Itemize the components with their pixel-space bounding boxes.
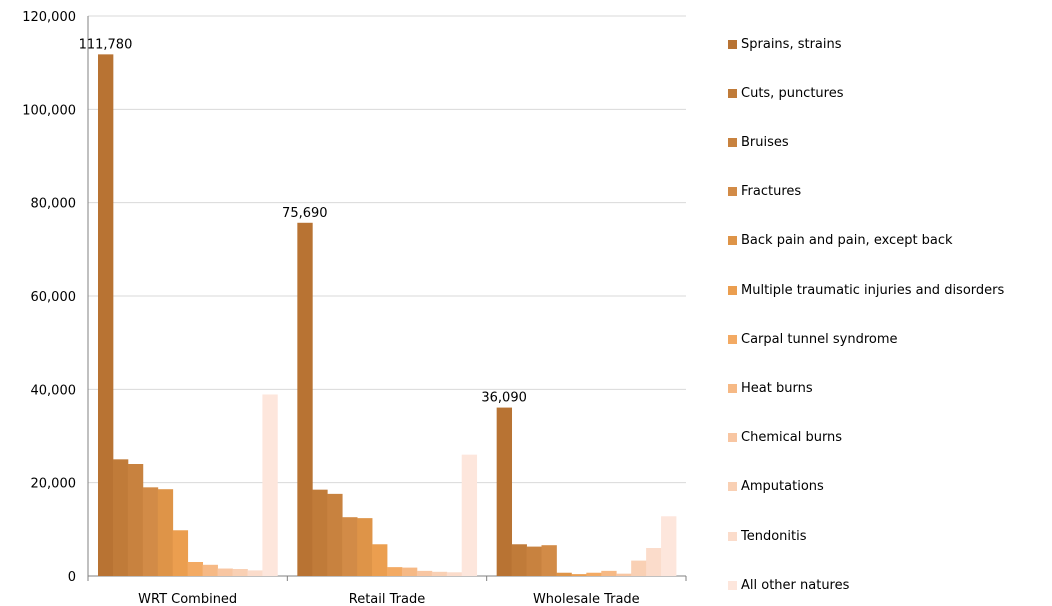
legend-label: Heat burns	[741, 380, 813, 396]
legend-swatch	[728, 531, 737, 541]
chart-legend: Sprains, strains Cuts, punctures Bruises Fr…	[728, 0, 1052, 606]
bar	[247, 570, 263, 576]
bar	[142, 487, 159, 576]
bar	[431, 571, 448, 576]
bar	[556, 572, 572, 576]
bar	[202, 564, 218, 576]
legend-swatch	[728, 236, 737, 246]
data-label: 75,690	[282, 206, 328, 221]
bar	[372, 544, 388, 576]
bar	[112, 459, 129, 576]
legend-swatch	[728, 383, 737, 393]
legend-label: Fractures	[741, 184, 802, 200]
legend-swatch	[728, 482, 737, 492]
bar	[297, 222, 313, 576]
y-tick-label: 60,000	[31, 290, 77, 305]
bar	[342, 517, 358, 576]
data-label: 36,090	[481, 391, 527, 406]
bar	[446, 572, 463, 576]
legend-item: Chemical burns	[728, 428, 842, 448]
bar	[127, 464, 144, 576]
legend-item: Fractures	[728, 182, 801, 202]
bar	[387, 567, 403, 576]
bar	[172, 530, 189, 576]
bar-chart: 0 20,000 40,000 60,000 80,000 100,000 120,000 W…	[22, 10, 687, 606]
bar	[461, 454, 478, 576]
y-tick-label: 0	[68, 570, 76, 585]
legend-swatch	[728, 187, 737, 197]
legend-label: Tendonitis	[741, 528, 807, 544]
legend-item: Heat burns	[728, 378, 813, 398]
legend-label: Multiple traumatic injuries and disorder…	[741, 282, 1005, 298]
legend-swatch	[728, 433, 737, 443]
bar	[496, 407, 513, 576]
bar	[157, 489, 174, 576]
legend-swatch	[728, 137, 737, 147]
legend-swatch	[728, 580, 737, 590]
legend-label: Sprains, strains	[741, 36, 842, 52]
bar	[401, 567, 418, 576]
x-tick-label: WRT Combined	[138, 592, 237, 606]
bar	[526, 546, 542, 576]
bar	[327, 493, 343, 576]
legend-item: Bruises	[728, 132, 789, 152]
y-tick-label: 120,000	[22, 10, 76, 25]
legend-item: Multiple traumatic injuries and disorder…	[728, 280, 1004, 300]
y-tick-label: 40,000	[31, 383, 77, 398]
legend-label: Carpal tunnel syndrome	[741, 331, 898, 347]
x-tick-label: Retail Trade	[349, 592, 425, 606]
bar	[187, 562, 204, 576]
bar	[357, 518, 373, 576]
bar	[586, 572, 602, 576]
legend-item: Back pain and pain, except back	[728, 231, 953, 251]
legend-item: Cuts, punctures	[728, 83, 844, 103]
legend-label: Cuts, punctures	[741, 85, 844, 101]
legend-item: Sprains, strains	[728, 34, 842, 54]
bar	[217, 568, 233, 576]
legend-swatch	[728, 39, 737, 49]
bar	[616, 573, 632, 576]
legend-label: Bruises	[741, 134, 789, 150]
legend-swatch	[728, 334, 737, 344]
y-tick-label: 100,000	[22, 103, 76, 118]
bar	[98, 54, 114, 577]
legend-item: Amputations	[728, 477, 824, 497]
legend-swatch	[728, 285, 737, 295]
legend-swatch	[728, 88, 737, 98]
bar	[312, 489, 328, 576]
bar	[416, 570, 433, 576]
data-label: 111,780	[79, 37, 133, 52]
legend-label: Chemical burns	[741, 430, 843, 446]
bar	[262, 394, 278, 576]
bar	[511, 544, 527, 576]
x-tick-label: Wholesale Trade	[533, 592, 640, 606]
bar	[541, 545, 557, 576]
bar	[631, 560, 647, 576]
y-tick-label: 20,000	[31, 477, 77, 492]
legend-label: Amputations	[741, 479, 824, 495]
y-tick-label: 80,000	[31, 197, 77, 212]
bar	[646, 548, 662, 576]
bar	[232, 569, 248, 576]
legend-item: All other natures	[728, 575, 849, 595]
bar	[601, 570, 617, 576]
legend-item: Tendonitis	[728, 526, 807, 546]
bar	[571, 574, 587, 576]
bar	[661, 516, 677, 576]
legend-label: Back pain and pain, except back	[741, 233, 953, 249]
legend-label: All other natures	[741, 577, 850, 593]
legend-item: Carpal tunnel syndrome	[728, 329, 898, 349]
